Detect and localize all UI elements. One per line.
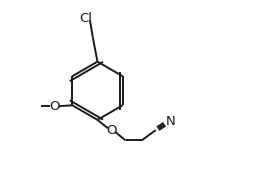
Text: O: O xyxy=(49,100,60,113)
Text: N: N xyxy=(166,115,175,128)
Text: O: O xyxy=(106,124,117,137)
Text: Cl: Cl xyxy=(79,12,92,25)
